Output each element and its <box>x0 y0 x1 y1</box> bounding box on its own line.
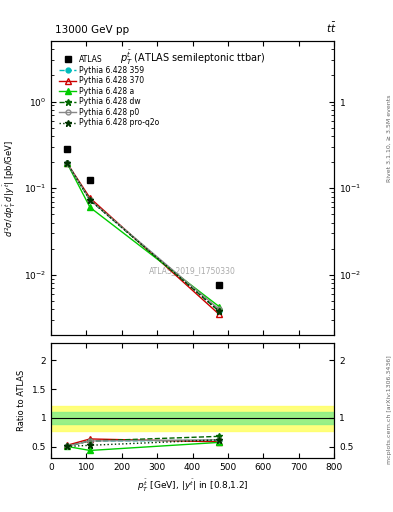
Pythia 6.428 p0 <box>88 197 92 203</box>
Legend: ATLAS, Pythia 6.428 359, Pythia 6.428 370, Pythia 6.428 a, Pythia 6.428 dw, Pyth: ATLAS, Pythia 6.428 359, Pythia 6.428 37… <box>58 54 161 129</box>
Y-axis label: $d^2\sigma/\,dp^{\bar{t}}_T\,d\,|y^{\bar{t}}|$ [pb/GeV]: $d^2\sigma/\,dp^{\bar{t}}_T\,d\,|y^{\bar… <box>2 140 18 237</box>
Text: $p_T^{\bar{t}}$ (ATLAS semileptonic ttbar): $p_T^{\bar{t}}$ (ATLAS semileptonic ttba… <box>120 48 265 67</box>
Line: Pythia 6.428 dw: Pythia 6.428 dw <box>64 160 222 315</box>
Pythia 6.428 p0 <box>217 306 222 312</box>
ATLAS <box>65 146 70 153</box>
Line: Pythia 6.428 a: Pythia 6.428 a <box>64 160 222 309</box>
Pythia 6.428 359 <box>88 197 92 203</box>
Pythia 6.428 p0 <box>65 160 70 166</box>
Bar <box>51 412 334 423</box>
Pythia 6.428 359 <box>65 160 70 166</box>
Bar <box>51 407 334 431</box>
Line: Pythia 6.428 pro-q2o: Pythia 6.428 pro-q2o <box>64 160 222 315</box>
ATLAS <box>217 282 222 288</box>
Pythia 6.428 pro-q2o <box>217 308 222 314</box>
Text: mcplots.cern.ch [arXiv:1306.3436]: mcplots.cern.ch [arXiv:1306.3436] <box>387 355 392 464</box>
Text: ATLAS_2019_I1750330: ATLAS_2019_I1750330 <box>149 266 236 275</box>
Pythia 6.428 370 <box>88 195 92 201</box>
Pythia 6.428 dw <box>88 197 92 203</box>
Pythia 6.428 a <box>88 204 92 210</box>
Line: Pythia 6.428 p0: Pythia 6.428 p0 <box>64 161 222 312</box>
Y-axis label: Ratio to ATLAS: Ratio to ATLAS <box>17 370 26 431</box>
Pythia 6.428 dw <box>217 308 222 314</box>
ATLAS <box>88 177 92 183</box>
Text: $t\bar{t}$: $t\bar{t}$ <box>325 20 336 35</box>
Pythia 6.428 370 <box>217 311 222 317</box>
Pythia 6.428 359 <box>217 308 222 314</box>
Pythia 6.428 a <box>217 304 222 310</box>
Line: ATLAS: ATLAS <box>64 146 222 288</box>
Text: Rivet 3.1.10, ≥ 3.5M events: Rivet 3.1.10, ≥ 3.5M events <box>387 95 392 182</box>
Pythia 6.428 a <box>65 160 70 166</box>
Text: 13000 GeV pp: 13000 GeV pp <box>55 25 129 35</box>
Line: Pythia 6.428 370: Pythia 6.428 370 <box>64 160 222 317</box>
X-axis label: $p^{\bar{t}}_T$ [GeV], $|y^{\bar{t}}|$ in [0.8,1.2]: $p^{\bar{t}}_T$ [GeV], $|y^{\bar{t}}|$ i… <box>137 478 248 494</box>
Line: Pythia 6.428 359: Pythia 6.428 359 <box>64 161 222 314</box>
Pythia 6.428 370 <box>65 160 70 166</box>
Pythia 6.428 pro-q2o <box>88 197 92 203</box>
Pythia 6.428 pro-q2o <box>65 160 70 166</box>
Pythia 6.428 dw <box>65 160 70 166</box>
